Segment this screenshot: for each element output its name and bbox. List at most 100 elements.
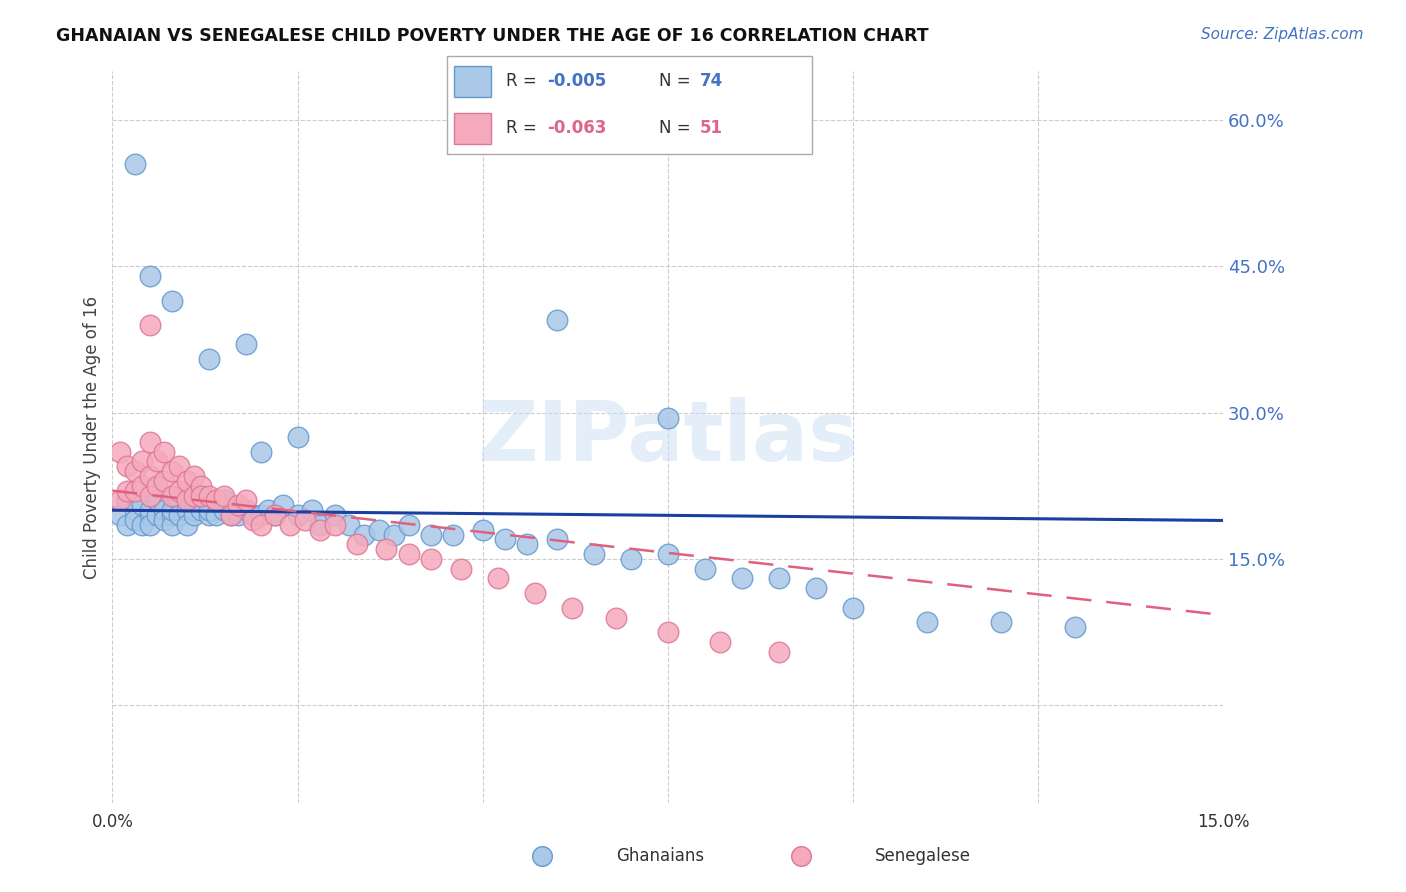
- Point: [235, 503, 257, 517]
- Point: [235, 337, 257, 351]
- Point: [419, 527, 441, 541]
- Point: [153, 474, 176, 488]
- Point: [278, 517, 301, 532]
- Text: N =: N =: [659, 120, 696, 137]
- Point: [124, 503, 146, 517]
- Point: [124, 483, 146, 498]
- Point: [768, 572, 790, 586]
- Point: [183, 469, 205, 483]
- Text: 0.0%: 0.0%: [91, 813, 134, 830]
- Point: [323, 517, 346, 532]
- Point: [657, 547, 679, 561]
- Text: R =: R =: [506, 72, 543, 90]
- Point: [264, 508, 287, 522]
- Point: [124, 513, 146, 527]
- Point: [582, 547, 605, 561]
- Point: [450, 562, 472, 576]
- Point: [605, 610, 627, 624]
- Text: R =: R =: [506, 120, 543, 137]
- Point: [183, 503, 205, 517]
- Point: [264, 508, 287, 522]
- Point: [167, 508, 190, 522]
- Point: [212, 503, 235, 517]
- Point: [146, 454, 169, 468]
- Point: [176, 474, 198, 488]
- Point: [242, 513, 264, 527]
- Point: [271, 499, 294, 513]
- Point: [131, 479, 153, 493]
- Point: [176, 493, 198, 508]
- Point: [523, 586, 546, 600]
- Point: [212, 489, 235, 503]
- Point: [620, 552, 643, 566]
- Point: [242, 508, 264, 522]
- Point: [160, 508, 183, 522]
- Text: -0.063: -0.063: [547, 120, 606, 137]
- Point: [693, 562, 716, 576]
- Point: [235, 493, 257, 508]
- FancyBboxPatch shape: [447, 55, 811, 154]
- Point: [486, 572, 509, 586]
- Point: [190, 489, 212, 503]
- Point: [530, 849, 553, 863]
- Point: [323, 508, 346, 522]
- Text: 74: 74: [700, 72, 723, 90]
- Bar: [454, 113, 491, 144]
- Text: Source: ZipAtlas.com: Source: ZipAtlas.com: [1201, 27, 1364, 42]
- Text: 51: 51: [700, 120, 723, 137]
- Point: [494, 533, 516, 547]
- Text: 15.0%: 15.0%: [1197, 813, 1250, 830]
- Point: [308, 523, 330, 537]
- Point: [353, 527, 375, 541]
- Point: [197, 352, 219, 367]
- Point: [205, 508, 228, 522]
- Text: Senegalese: Senegalese: [875, 847, 972, 865]
- Point: [176, 503, 198, 517]
- Point: [108, 444, 131, 458]
- Point: [561, 600, 583, 615]
- Point: [160, 503, 183, 517]
- Point: [212, 493, 235, 508]
- Point: [167, 483, 190, 498]
- Point: [117, 483, 139, 498]
- Point: [138, 503, 160, 517]
- Point: [1064, 620, 1087, 634]
- Point: [398, 517, 420, 532]
- Point: [219, 508, 242, 522]
- Point: [375, 542, 398, 557]
- Point: [131, 454, 153, 468]
- Point: [117, 517, 139, 532]
- Point: [190, 503, 212, 517]
- Point: [138, 318, 160, 332]
- Point: [287, 508, 309, 522]
- Text: -0.005: -0.005: [547, 72, 606, 90]
- Point: [398, 547, 420, 561]
- Point: [842, 600, 865, 615]
- Point: [219, 508, 242, 522]
- Point: [138, 269, 160, 284]
- Point: [197, 503, 219, 517]
- Point: [124, 464, 146, 478]
- Point: [790, 849, 813, 863]
- Point: [146, 508, 169, 522]
- Point: [339, 517, 361, 532]
- Point: [146, 493, 169, 508]
- Point: [138, 517, 160, 532]
- Point: [768, 645, 790, 659]
- Point: [138, 434, 160, 449]
- Point: [915, 615, 938, 630]
- Point: [138, 508, 160, 522]
- Point: [183, 508, 205, 522]
- Point: [804, 581, 827, 595]
- Point: [546, 313, 568, 327]
- Point: [108, 493, 131, 508]
- Point: [183, 489, 205, 503]
- Point: [546, 533, 568, 547]
- Point: [516, 537, 538, 551]
- Point: [228, 508, 250, 522]
- Point: [124, 157, 146, 171]
- Point: [294, 513, 316, 527]
- Point: [441, 527, 464, 541]
- Text: ZIPatlas: ZIPatlas: [478, 397, 858, 477]
- Point: [657, 625, 679, 640]
